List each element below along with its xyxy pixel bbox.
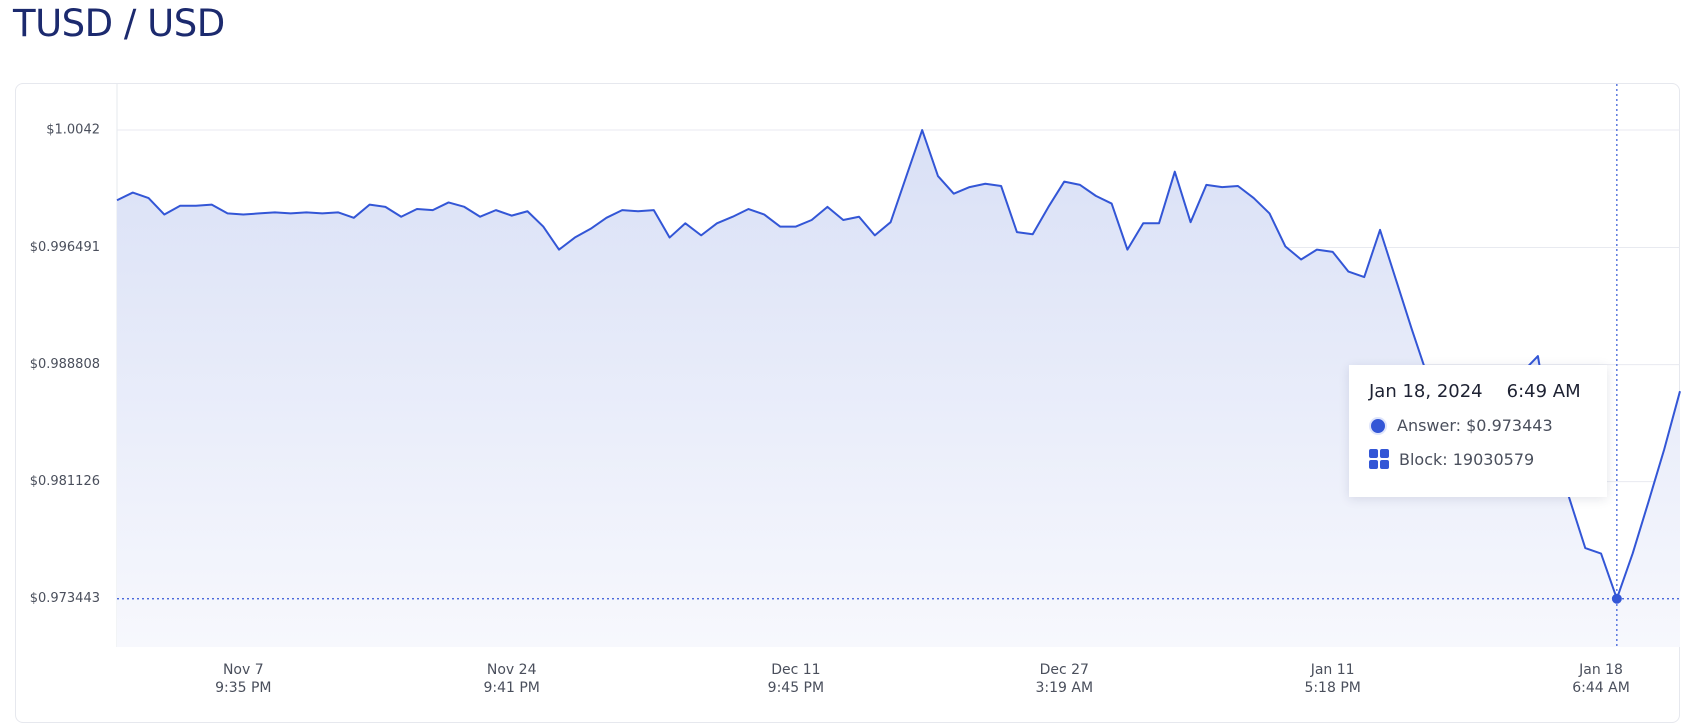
tooltip-answer: Answer: $0.973443 (1397, 416, 1553, 435)
area-fill (117, 130, 1680, 647)
x-tick-label: Dec 27 3:19 AM (1035, 662, 1094, 696)
x-tick-label: Nov 7 9:35 PM (215, 662, 272, 696)
y-tick-label: $0.988808 (30, 357, 100, 372)
y-tick-label: $0.996491 (30, 240, 100, 255)
tooltip-time: 6:49 AM (1506, 381, 1581, 402)
x-tick-label: Dec 11 9:45 PM (767, 662, 825, 696)
tooltip-block: Block: 19030579 (1399, 449, 1535, 469)
hover-point (1611, 593, 1622, 604)
x-tick-label: Nov 24 9:41 PM (483, 662, 540, 696)
tooltip-block-row: Block: 19030579 (1369, 449, 1587, 469)
y-tick-label: $0.973443 (30, 591, 100, 606)
tooltip-date: Jan 18, 2024 (1369, 381, 1483, 402)
y-tick-label: $1.0042 (46, 123, 100, 138)
answer-icon (1369, 416, 1387, 435)
x-tick-label: Jan 18 6:44 AM (1572, 662, 1630, 696)
tooltip: Jan 18, 2024 6:49 AM Answer: $0.973443 Bl… (1349, 365, 1607, 497)
y-tick-label: $0.981126 (30, 474, 100, 489)
block-icon (1369, 449, 1389, 469)
chart: $0.973443 $0.981126 $0.988808 $0.996491 $1.0… (30, 84, 1681, 647)
tooltip-answer-row: Answer: $0.973443 (1369, 416, 1587, 435)
x-tick-label: Jan 11 5:18 PM (1304, 662, 1361, 696)
chart-title: TUSD / USD (13, 2, 225, 45)
page: {"chart_data": {"type": "area", "title":… (13, 2, 1681, 723)
price-line (116, 129, 1681, 600)
tooltip-header: Jan 18, 2024 6:49 AM (1369, 381, 1587, 402)
